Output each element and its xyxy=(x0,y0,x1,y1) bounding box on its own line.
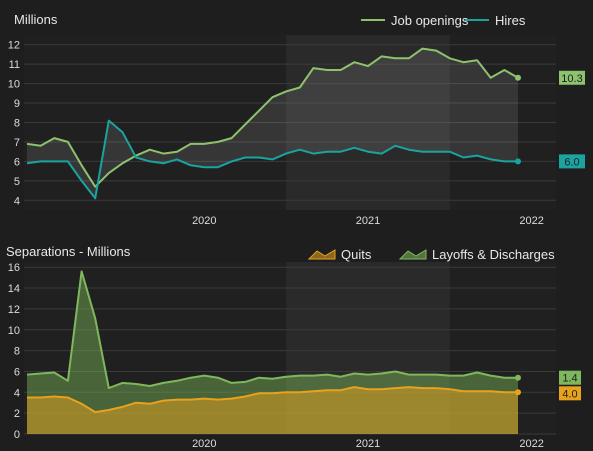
y-tick-label: 10 xyxy=(8,325,20,337)
hires-line xyxy=(26,119,518,200)
quits-value-label: 4.0 xyxy=(562,388,577,400)
y-tick-label: 12 xyxy=(8,40,20,52)
hires-value-badge xyxy=(559,154,585,169)
job-openings-line xyxy=(26,47,519,188)
y-tick-label: 14 xyxy=(8,283,20,295)
x-tick-label: 2022 xyxy=(519,438,543,450)
y-tick-label: 2 xyxy=(14,408,20,420)
hires-end-point xyxy=(515,158,521,165)
job-openings-end-point xyxy=(515,74,521,81)
quits-line xyxy=(27,386,518,414)
layoffs-value-badge xyxy=(559,370,581,385)
quits-legend-swatch xyxy=(307,249,336,260)
layoffs-legend-label: Layoffs & Discharges xyxy=(432,247,555,262)
quits-end-point xyxy=(515,389,521,396)
job-openings-legend-label: Job openings xyxy=(391,13,469,28)
job-openings-value-badge xyxy=(559,70,585,85)
x-tick-label: 2021 xyxy=(356,438,380,450)
y-tick-label: 11 xyxy=(9,59,20,71)
y-tick-label: 16 xyxy=(8,262,20,274)
y-tick-label: 12 xyxy=(8,304,20,316)
job-openings-hires-chart: 4 5 6 7 8 9 10 11 12 2020 2021 2022 Millions 10.3 6.0 J… xyxy=(8,12,585,227)
y-tick-label: 4 xyxy=(14,195,20,207)
y-tick-label: 6 xyxy=(14,156,20,168)
hires-legend-label: Hires xyxy=(495,13,526,28)
x-tick-label: 2022 xyxy=(519,215,543,227)
y-tick-label: 6 xyxy=(14,366,20,378)
x-tick-label: 2020 xyxy=(192,438,216,450)
y-tick-label: 0 xyxy=(14,429,20,441)
hires-value-label: 6.0 xyxy=(564,156,579,168)
layoffs-line xyxy=(26,270,518,390)
job-openings-value-label: 10.3 xyxy=(561,73,582,85)
y-tick-label: 7 xyxy=(14,137,20,149)
y-tick-label: 8 xyxy=(14,346,20,358)
y-tick-label: 8 xyxy=(14,118,20,130)
x-tick-label: 2021 xyxy=(356,215,380,227)
quits-legend-label: Quits xyxy=(341,247,372,262)
y-tick-label: 9 xyxy=(14,98,20,110)
y-tick-label: 5 xyxy=(14,176,20,188)
layoffs-legend-swatch xyxy=(398,249,427,260)
layoffs-end-point xyxy=(515,374,521,381)
y-tick-label: 4 xyxy=(14,387,20,399)
chart-title: Millions xyxy=(14,12,58,27)
separations-chart: 0 2 4 6 8 10 12 14 16 2020 2021 2022 Separations - M… xyxy=(6,244,581,450)
layoffs-value-label: 1.4 xyxy=(562,373,577,385)
x-tick-label: 2020 xyxy=(192,215,216,227)
quits-value-badge xyxy=(559,386,581,401)
y-tick-label: 10 xyxy=(8,79,20,91)
chart-title: Separations - Millions xyxy=(6,244,131,259)
quits-area xyxy=(27,387,518,434)
